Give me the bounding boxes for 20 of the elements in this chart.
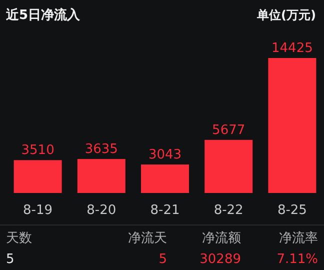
annotation: 净流天 <box>128 231 167 246</box>
annotation: 30289 <box>200 252 241 267</box>
annotation: 5 <box>6 252 14 267</box>
annotation: 净流率 <box>279 231 318 246</box>
annotation: 5 <box>158 252 167 267</box>
data-label: 3043 <box>148 148 182 163</box>
x-tick-label: 8-21 <box>150 203 180 218</box>
title: 近5日净流入 <box>6 8 80 23</box>
data-label: 3510 <box>21 143 54 158</box>
data-label: 3635 <box>84 142 118 157</box>
x-tick-label: 8-20 <box>86 203 116 218</box>
x-tick-label: 8-25 <box>277 203 307 218</box>
annotation: 天数 <box>6 231 32 246</box>
annotation: 7.11% <box>276 252 318 267</box>
data-label: 5677 <box>212 122 246 138</box>
subtitle: 单位(万元) <box>257 8 316 22</box>
x-tick-label: 8-19 <box>23 203 53 218</box>
data-label: 14425 <box>272 41 313 56</box>
annotation: 净流额 <box>202 231 241 246</box>
x-tick-label: 8-22 <box>214 203 244 218</box>
